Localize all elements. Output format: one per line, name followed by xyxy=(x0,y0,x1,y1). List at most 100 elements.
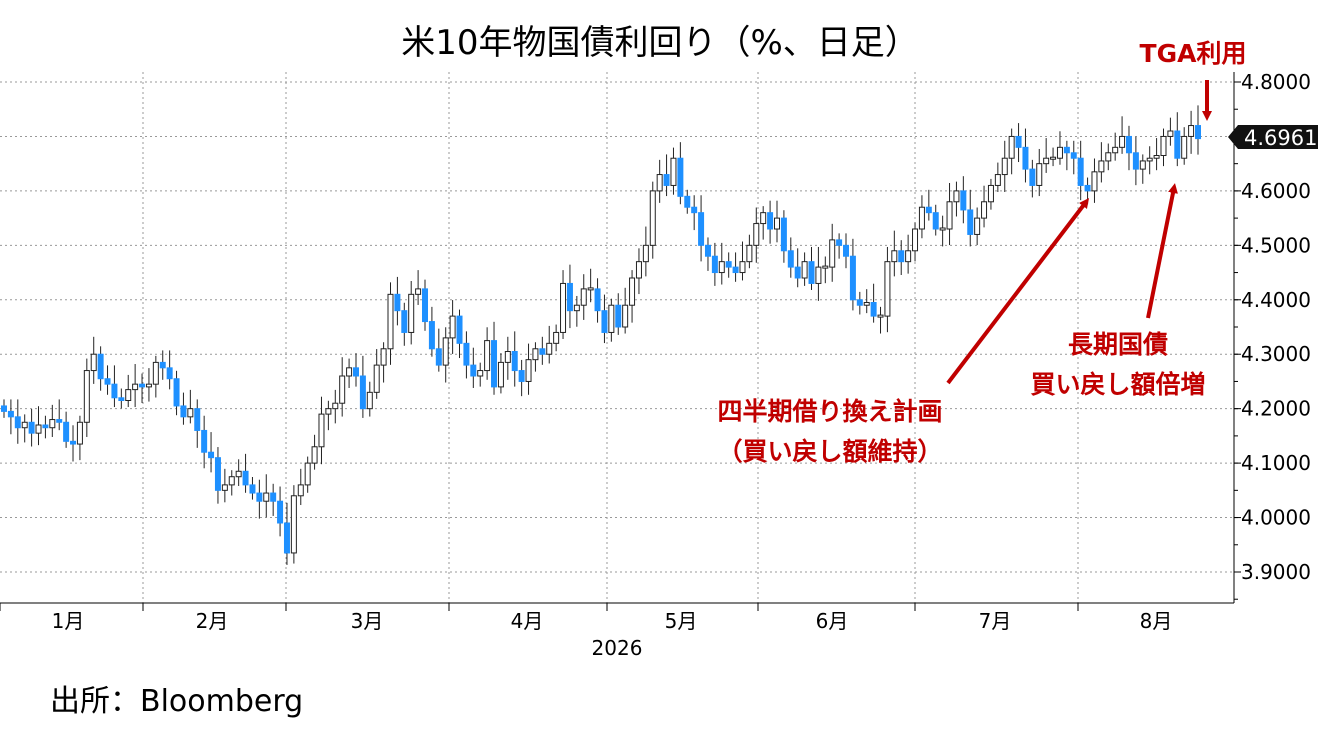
candle-up xyxy=(629,277,636,306)
candle-up xyxy=(152,361,159,385)
candle-up xyxy=(891,250,898,263)
candle-down xyxy=(932,212,939,230)
candle-down xyxy=(118,397,125,401)
candle-up xyxy=(553,331,560,344)
candle-up xyxy=(939,227,946,231)
candle-down xyxy=(843,244,850,257)
grid xyxy=(0,72,1234,603)
candle-up xyxy=(484,340,491,372)
candle-down xyxy=(856,299,863,306)
candle-down xyxy=(594,288,601,312)
candle-up xyxy=(325,408,332,415)
chart-title: 米10年物国債利回り（%、日足） xyxy=(401,23,919,63)
candle-up xyxy=(1146,157,1153,162)
arrow-buyback-double xyxy=(1146,183,1178,319)
candle-up xyxy=(760,212,767,225)
candle-up xyxy=(497,361,504,388)
candle-up xyxy=(1112,146,1119,154)
candle-down xyxy=(352,367,359,377)
candle-down xyxy=(435,348,442,366)
candle-down xyxy=(780,217,787,252)
candles xyxy=(1,105,1201,565)
candle-down xyxy=(470,364,477,377)
candle-up xyxy=(739,261,746,274)
y-tick-label: 4.1000 xyxy=(1241,451,1311,475)
x-tick-label: 5月 xyxy=(665,609,698,633)
candle-up xyxy=(387,293,394,350)
candle-down xyxy=(63,421,70,442)
candle-up xyxy=(90,353,97,372)
candle-up xyxy=(608,304,615,333)
candle-down xyxy=(1125,135,1132,154)
candle-up xyxy=(815,266,822,284)
candle-down xyxy=(456,315,463,344)
candle-down xyxy=(1084,184,1091,192)
candle-down xyxy=(684,195,691,208)
candle-up xyxy=(1119,135,1126,148)
candle-up xyxy=(1050,156,1057,160)
candle-up xyxy=(884,261,891,317)
candle-up xyxy=(504,351,511,363)
candle-up xyxy=(546,342,553,355)
candle-down xyxy=(1015,135,1022,148)
candle-up xyxy=(263,492,270,502)
candle-up xyxy=(525,359,532,382)
candle-down xyxy=(1029,168,1036,186)
candle-down xyxy=(166,367,173,380)
last-value-marker: 4.6961 xyxy=(1228,125,1318,150)
candle-down xyxy=(1132,152,1139,170)
x-tick-label: 4月 xyxy=(511,609,544,633)
candle-up xyxy=(822,265,829,269)
candle-up xyxy=(76,421,83,445)
source-note: 出所：Bloomberg xyxy=(50,684,304,719)
candle-down xyxy=(394,293,401,312)
candle-down xyxy=(732,266,739,274)
candle-up xyxy=(125,389,132,402)
candle-down xyxy=(159,361,166,369)
candle-down xyxy=(539,348,546,355)
candle-down xyxy=(1,405,7,412)
candle-up xyxy=(622,304,629,328)
candle-down xyxy=(401,310,408,333)
y-tick-label: 3.9000 xyxy=(1241,560,1311,584)
candle-up xyxy=(304,462,311,486)
candle-up xyxy=(587,287,594,291)
candle-up xyxy=(987,184,994,203)
arrow-refunding xyxy=(946,198,1090,385)
candle-down xyxy=(139,383,146,388)
candle-down xyxy=(242,470,249,486)
x-axis: 1月 2月 3月 4月 5月 6月 7月 8月 xyxy=(0,603,1172,633)
candle-up xyxy=(380,348,387,366)
candle-up xyxy=(339,375,346,404)
candle-down xyxy=(28,421,35,434)
candle-up xyxy=(746,244,753,263)
candle-up xyxy=(877,314,884,318)
candle-up xyxy=(297,484,304,497)
candle-up xyxy=(670,157,677,186)
candle-up xyxy=(49,419,56,429)
y-tick-label: 4.0000 xyxy=(1241,506,1311,530)
candle-up xyxy=(221,484,228,491)
candle-up xyxy=(1001,157,1008,176)
candle-down xyxy=(201,429,208,453)
candle-down xyxy=(111,383,118,399)
annotation-refunding-1: 四半期借り換え計画 xyxy=(717,397,942,426)
annotation-buyback-double-1: 長期国債 xyxy=(1068,330,1168,359)
candle-up xyxy=(187,408,194,418)
candle-down xyxy=(711,255,718,274)
candle-down xyxy=(1022,146,1029,170)
candle-up xyxy=(83,370,90,423)
candle-up xyxy=(649,190,656,246)
candle-down xyxy=(518,370,525,382)
candle-down xyxy=(808,261,815,284)
candle-down xyxy=(898,250,905,263)
candle-up xyxy=(477,370,484,377)
candle-up xyxy=(1036,163,1043,186)
candle-up xyxy=(560,282,567,333)
candle-up xyxy=(332,402,339,410)
candle-up xyxy=(235,470,242,478)
candle-up xyxy=(912,228,919,252)
y-tick-label: 4.8000 xyxy=(1241,70,1311,94)
candle-up xyxy=(132,383,139,391)
candle-up xyxy=(1008,135,1015,159)
